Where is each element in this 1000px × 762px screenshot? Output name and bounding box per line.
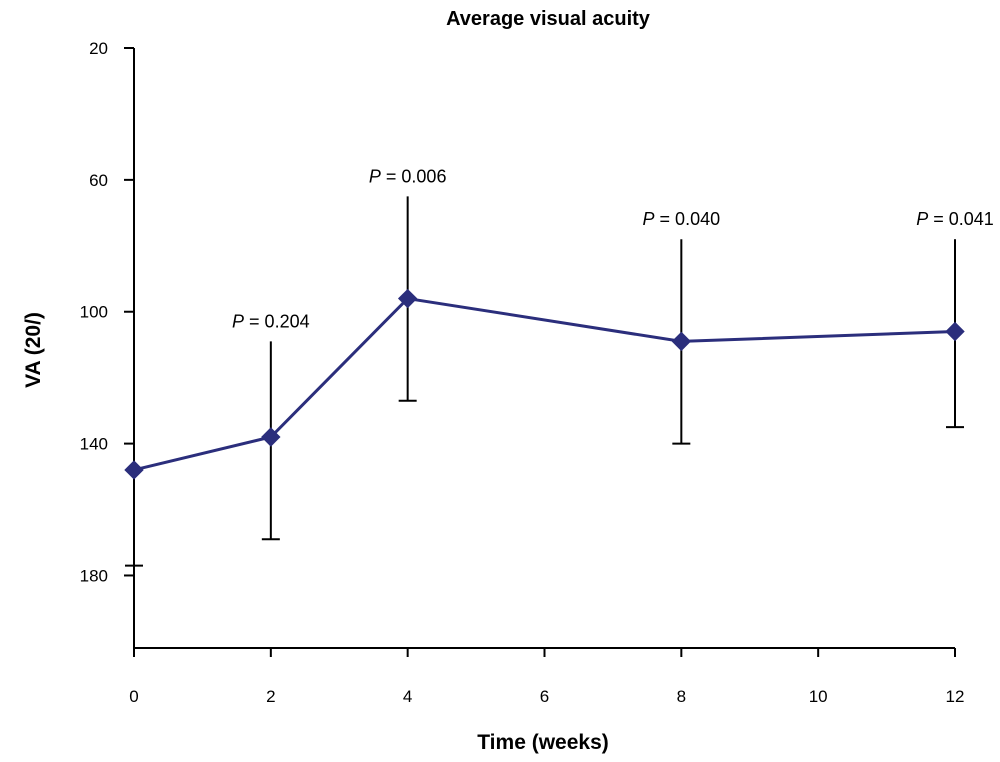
p-value-text-3: = 0.041 [928, 209, 994, 229]
y-tick-label-1: 60 [89, 171, 108, 190]
x-tick-label-5: 10 [809, 687, 828, 706]
p-value-prefix-3: P [916, 209, 928, 229]
data-point-1 [261, 427, 281, 447]
data-point-3 [671, 331, 692, 352]
y-tick-label-0: 20 [89, 39, 108, 58]
p-value-label-0: P = 0.204 [232, 311, 310, 331]
p-value-label-3: P = 0.041 [916, 209, 994, 229]
data-points [124, 288, 965, 480]
x-tick-label-4: 8 [677, 687, 686, 706]
data-point-2 [397, 288, 418, 309]
data-point-4 [945, 321, 965, 342]
axes: 20 60 100 140 180 0 2 4 6 8 10 12 [80, 39, 965, 706]
error-bars [125, 196, 964, 567]
x-tick-label-1: 2 [266, 687, 275, 706]
p-value-text-1: = 0.006 [381, 166, 447, 186]
p-value-label-1: P = 0.006 [369, 166, 447, 186]
p-value-prefix-0: P [232, 311, 244, 331]
x-axis-title: Time (weeks) [477, 731, 609, 754]
y-axis-title: VA (20/) [22, 312, 45, 388]
x-tick-label-6: 12 [946, 687, 965, 706]
p-value-prefix-1: P [369, 166, 381, 186]
data-point-0 [124, 460, 144, 480]
x-tick-label-2: 4 [403, 687, 412, 706]
p-value-label-2: P = 0.040 [643, 209, 721, 229]
y-tick-label-2: 100 [80, 303, 108, 322]
p-value-text-2: = 0.040 [655, 209, 721, 229]
y-tick-label-3: 140 [80, 435, 108, 454]
p-value-prefix-2: P [643, 209, 655, 229]
p-value-text-0: = 0.204 [244, 311, 310, 331]
x-tick-label-0: 0 [129, 687, 138, 706]
y-tick-label-4: 180 [80, 566, 108, 585]
x-tick-label-3: 6 [540, 687, 549, 706]
chart-title: Average visual acuity [446, 8, 651, 30]
